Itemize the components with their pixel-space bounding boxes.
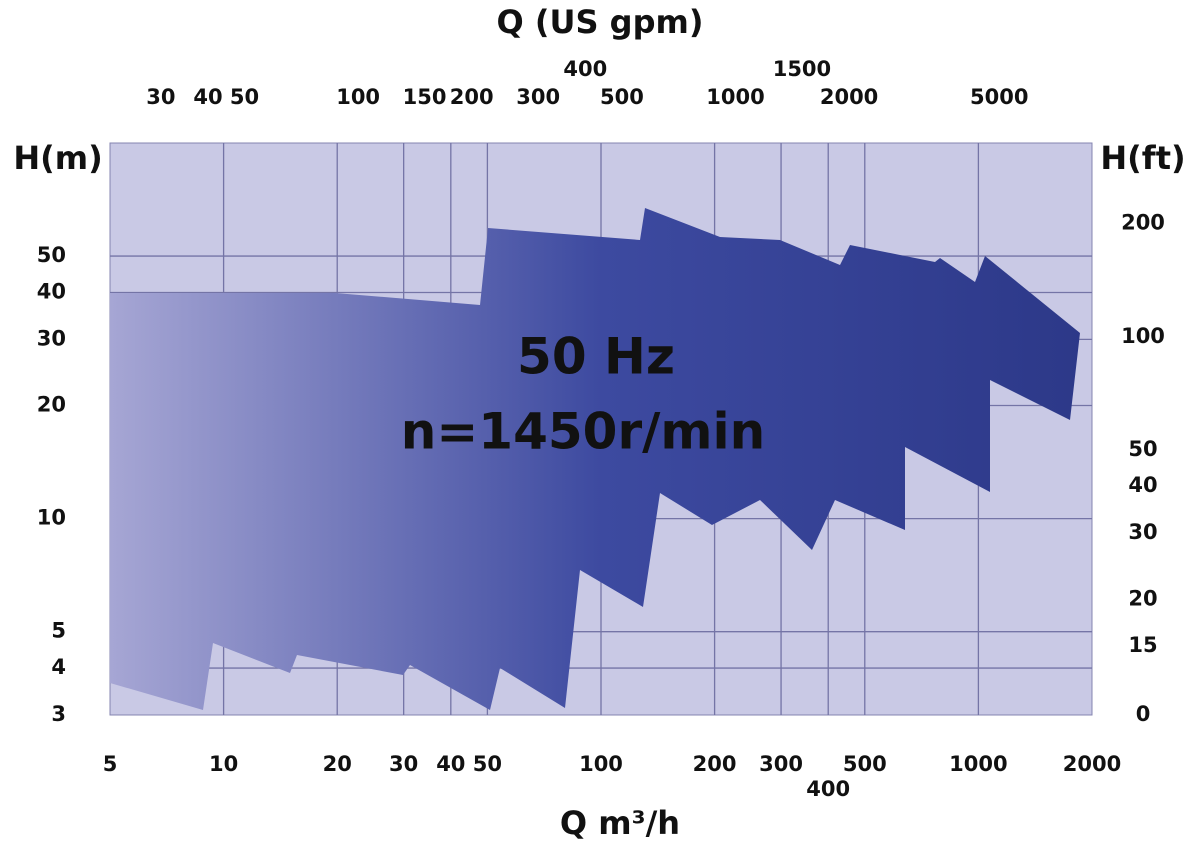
y2-tick-label: 15 [1128,633,1157,657]
x2-tick-label: 100 [336,85,380,109]
x2-tick-label: 1500 [773,57,831,81]
y-tick-label: 40 [37,279,66,303]
y2-tick-label: 50 [1128,437,1157,461]
y-tick-label: 50 [37,243,66,267]
y-tick-label: 20 [37,393,66,417]
y-tick-label: 5 [51,619,66,643]
x-tick-label: 20 [323,752,352,776]
y2-tick-label: 30 [1128,520,1157,544]
x2-tick-label: 50 [230,85,259,109]
x-tick-label: 10 [209,752,238,776]
annotation: 50 Hz [517,328,675,386]
chart-title: Q (US gpm) [497,3,704,41]
x-tick-label: 100 [579,752,623,776]
x2-tick-label: 5000 [970,85,1028,109]
y2-tick-label: 40 [1128,473,1157,497]
y2-tick-label: 100 [1121,324,1165,348]
x-tick-label: 300 [759,752,803,776]
y2-axis-label: H(ft) [1100,139,1185,177]
y-tick-label: 3 [51,702,66,726]
x2-tick-label: 200 [450,85,494,109]
x-tick-label: 50 [473,752,502,776]
x-tick-label: 200 [693,752,737,776]
annotation: n=1450r/min [401,403,765,461]
y2-tick-label: 200 [1121,211,1165,235]
x2-tick-label: 500 [600,85,644,109]
x-axis-label: Q m³/h [560,804,680,842]
x2-tick-label: 300 [516,85,560,109]
x2-tick-label: 30 [146,85,175,109]
y-axis-label: H(m) [13,139,102,177]
y-tick-label: 4 [51,655,66,679]
x-tick-label: 5 [103,752,118,776]
y2-tick-label: 0 [1136,702,1151,726]
x-tick-label: 1000 [949,752,1007,776]
x2-tick-label: 40 [193,85,222,109]
x-tick-label: 2000 [1063,752,1121,776]
x-tick-label: 30 [389,752,418,776]
x2-tick-label: 2000 [820,85,878,109]
performance-envelope [110,208,1080,710]
y2-tick-label: 20 [1128,586,1157,610]
x-tick-label: 500 [843,752,887,776]
y-tick-label: 30 [37,326,66,350]
y-tick-label: 10 [37,506,66,530]
x-tick-label: 40 [436,752,465,776]
x2-tick-label: 150 [403,85,447,109]
x2-tick-label: 1000 [706,85,764,109]
x-tick-label: 400 [806,777,850,801]
x2-tick-label: 400 [563,57,607,81]
